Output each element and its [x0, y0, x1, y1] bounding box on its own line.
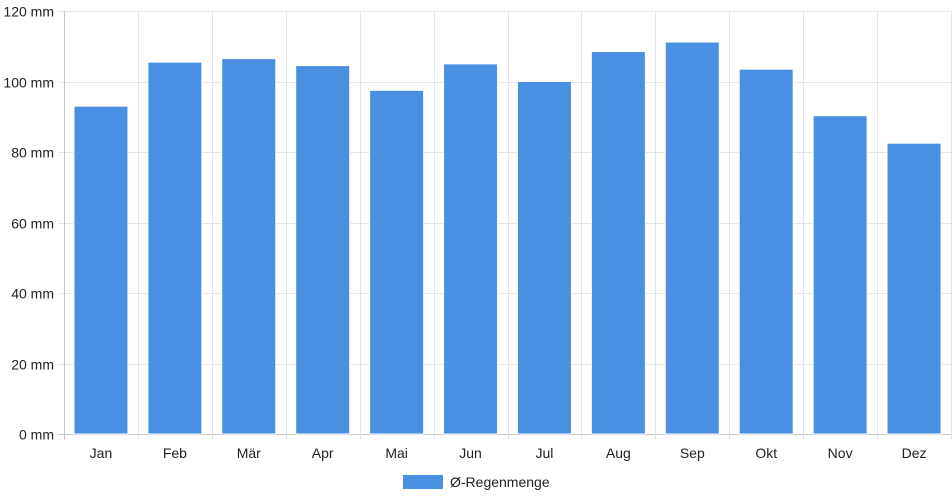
x-tick-label: Aug: [606, 445, 631, 461]
bar-sep[interactable]: [664, 41, 720, 435]
bar-feb[interactable]: [147, 61, 203, 435]
x-tick-label: Mär: [237, 445, 261, 461]
y-tick-label: 0 mm: [19, 427, 54, 443]
x-tick-label: Dez: [902, 445, 927, 461]
bar-okt[interactable]: [738, 68, 794, 435]
bar-jul[interactable]: [516, 81, 572, 435]
legend-swatch[interactable]: [403, 475, 443, 489]
gridlines: [58, 11, 952, 440]
bar-aug[interactable]: [590, 51, 646, 435]
y-tick-label: 120 mm: [3, 4, 54, 20]
bar-mai[interactable]: [369, 89, 425, 435]
bar-jun[interactable]: [443, 63, 499, 435]
y-tick-label: 100 mm: [3, 75, 54, 91]
legend-label[interactable]: Ø-Regenmenge: [450, 474, 550, 490]
y-axis-ticks: 0 mm 20 mm 40 mm 60 mm 80 mm 100 mm 120 mm: [3, 4, 54, 443]
y-tick-label: 80 mm: [11, 145, 54, 161]
bar-jan[interactable]: [73, 105, 129, 435]
x-tick-label: Jan: [90, 445, 113, 461]
x-tick-label: Sep: [680, 445, 705, 461]
x-axis-ticks: Jan Feb Mär Apr Mai Jun Jul Aug Sep Okt Nov Dez: [90, 445, 927, 461]
bar-mär[interactable]: [221, 58, 277, 435]
x-tick-label: Okt: [755, 445, 777, 461]
x-tick-label: Apr: [312, 445, 334, 461]
bar-nov[interactable]: [812, 115, 868, 435]
y-tick-label: 60 mm: [11, 216, 54, 232]
x-tick-label: Nov: [828, 445, 853, 461]
bar-dez[interactable]: [886, 142, 942, 435]
x-tick-label: Mai: [385, 445, 408, 461]
x-tick-label: Jun: [459, 445, 482, 461]
legend[interactable]: Ø-Regenmenge: [403, 474, 550, 490]
y-tick-label: 40 mm: [11, 286, 54, 302]
y-tick-label: 20 mm: [11, 357, 54, 373]
bars: [73, 41, 942, 435]
x-tick-label: Jul: [536, 445, 554, 461]
x-tick-label: Feb: [163, 445, 187, 461]
bar-apr[interactable]: [295, 65, 351, 435]
